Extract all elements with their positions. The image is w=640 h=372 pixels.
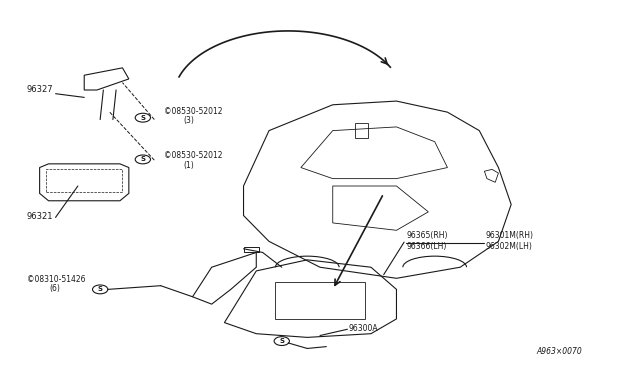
Text: 96301M(RH): 96301M(RH) <box>486 231 534 240</box>
Text: (3): (3) <box>183 116 194 125</box>
Text: ©08530-52012: ©08530-52012 <box>164 151 222 160</box>
Text: (1): (1) <box>183 161 194 170</box>
Bar <box>244 247 259 253</box>
Text: ©08530-52012: ©08530-52012 <box>164 107 222 116</box>
Text: S: S <box>98 286 102 292</box>
Text: 96321: 96321 <box>27 212 53 221</box>
Text: 96300A: 96300A <box>349 324 378 333</box>
Text: 96302M(LH): 96302M(LH) <box>486 242 532 251</box>
Text: S: S <box>140 156 145 163</box>
Text: 96365(RH): 96365(RH) <box>406 231 447 240</box>
Text: S: S <box>140 115 145 121</box>
Text: (6): (6) <box>49 284 60 293</box>
Text: 96366(LH): 96366(LH) <box>406 242 447 251</box>
Text: ©08310-51426: ©08310-51426 <box>27 275 85 284</box>
Text: S: S <box>279 338 284 344</box>
Text: 96327: 96327 <box>27 85 54 94</box>
Text: A963×0070: A963×0070 <box>537 347 582 356</box>
